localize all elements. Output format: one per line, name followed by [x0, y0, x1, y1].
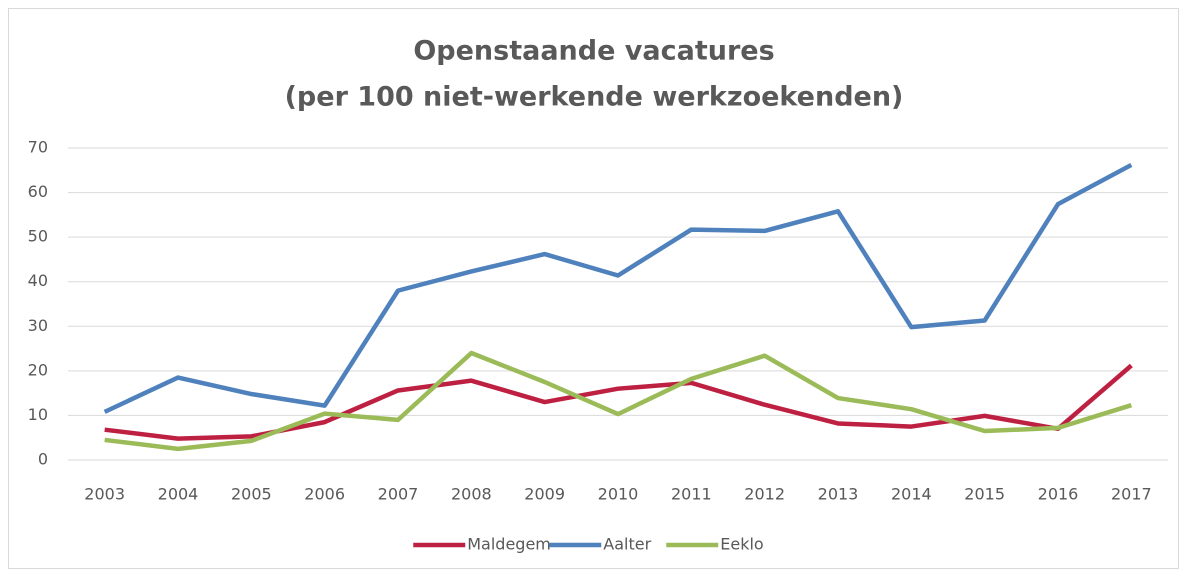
x-tick-label: 2006	[304, 485, 345, 504]
legend-label: Maldegem	[467, 535, 551, 554]
y-tick-label: 0	[38, 450, 48, 469]
x-tick-label: 2010	[598, 485, 639, 504]
y-tick-label: 20	[28, 360, 48, 379]
x-tick-label: 2011	[671, 485, 712, 504]
y-tick-label: 10	[28, 405, 48, 424]
x-tick-label: 2008	[451, 485, 492, 504]
x-tick-label: 2015	[964, 485, 1005, 504]
y-tick-label: 30	[28, 316, 48, 335]
x-tick-label: 2005	[231, 485, 272, 504]
legend-label: Eeklo	[720, 535, 763, 554]
x-tick-label: 2014	[891, 485, 932, 504]
x-tick-label: 2017	[1111, 485, 1152, 504]
y-tick-label: 50	[28, 227, 48, 246]
chart-title: (per 100 niet-werkende werkzoekenden)	[285, 82, 904, 113]
series-line	[103, 162, 1133, 414]
x-tick-label: 2003	[84, 485, 125, 504]
chart-frame	[8, 8, 1179, 569]
legend-label: Aalter	[603, 535, 651, 554]
series-line	[104, 350, 1132, 452]
x-tick-label: 2009	[524, 485, 565, 504]
x-tick-label: 2012	[744, 485, 785, 504]
x-tick-label: 2016	[1038, 485, 1079, 504]
y-tick-label: 40	[28, 271, 48, 290]
y-tick-label: 60	[28, 182, 48, 201]
x-tick-label: 2007	[378, 485, 419, 504]
x-tick-label: 2004	[158, 485, 199, 504]
x-tick-label: 2013	[818, 485, 859, 504]
chart-title: Openstaande vacatures	[413, 36, 774, 67]
y-tick-label: 70	[28, 138, 48, 157]
